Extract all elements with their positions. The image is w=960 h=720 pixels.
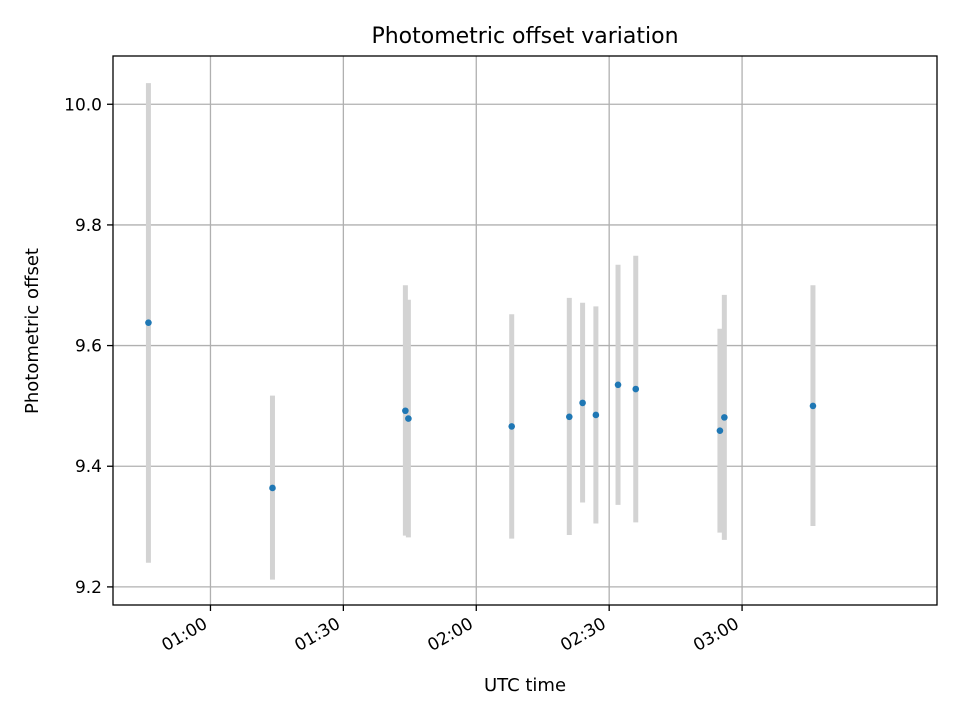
y-tick-label: 9.6 — [75, 337, 102, 357]
data-point — [566, 413, 573, 421]
data-point — [579, 399, 586, 407]
x-tick-label: 02:30 — [557, 614, 609, 656]
data-point — [614, 381, 622, 389]
errorbar-layer — [145, 83, 816, 580]
data-point — [592, 411, 600, 419]
data-point — [508, 423, 516, 430]
x-axis-label: UTC time — [484, 675, 566, 696]
data-point — [809, 402, 817, 410]
plot-frame — [112, 55, 938, 606]
data-point — [716, 427, 724, 434]
x-tick-label: 01:00 — [159, 614, 211, 656]
x-tick-label: 03:00 — [690, 614, 742, 656]
data-point — [402, 407, 409, 415]
y-tick-label: 9.8 — [75, 216, 102, 236]
y-tick-label: 9.4 — [75, 457, 102, 477]
data-point — [269, 484, 276, 492]
grid-layer — [113, 56, 937, 605]
data-point — [145, 319, 152, 326]
point-layer — [145, 319, 817, 492]
x-tick-label: 01:30 — [291, 614, 343, 656]
y-tick-label: 10.0 — [64, 95, 102, 115]
data-point — [721, 414, 728, 421]
y-tick-label: 9.2 — [75, 578, 102, 598]
data-point — [632, 385, 640, 393]
y-axis-label: Photometric offset — [22, 248, 43, 414]
x-tick-label: 02:00 — [424, 614, 476, 656]
data-point — [405, 415, 412, 422]
chart-title: Photometric offset variation — [371, 24, 678, 49]
